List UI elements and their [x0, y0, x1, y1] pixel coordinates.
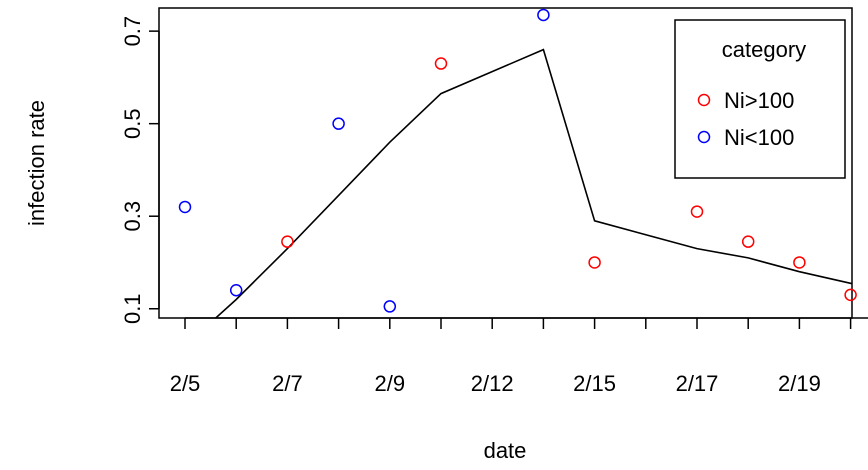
- point-ni-lt-100: [332, 117, 345, 130]
- point-ni-gt-100: [741, 235, 755, 248]
- y-tick-label: 0.7: [120, 16, 145, 47]
- point-ni-lt-100: [537, 8, 550, 22]
- point-ni-gt-100: [690, 205, 704, 218]
- x-tick-label: 2/7: [272, 371, 303, 396]
- legend: category Ni>100 Ni<100: [674, 19, 846, 179]
- legend-label-ni-lt-100: Ni<100: [724, 125, 794, 150]
- point-ni-lt-100: [383, 300, 397, 313]
- x-tick-label: 2/9: [375, 371, 406, 396]
- x-tick-label: 2/5: [170, 371, 201, 396]
- y-axis: 0.1 0.3 0.5 0.7: [120, 16, 160, 324]
- x-tick-label: 2/17: [676, 371, 719, 396]
- x-axis: 2/5 2/7 2/9 2/12 2/15 2/17 2/19: [170, 317, 868, 396]
- point-ni-gt-100: [588, 256, 601, 269]
- legend-label-ni-gt-100: Ni>100: [724, 88, 794, 113]
- y-tick-label: 0.1: [120, 293, 145, 324]
- point-ni-lt-100: [229, 283, 243, 297]
- fit-line-layer: [214, 48, 852, 318]
- legend-marker-ni-lt-100: [697, 130, 711, 144]
- x-tick-label: 2/12: [471, 371, 514, 396]
- fit-line: [214, 48, 852, 318]
- point-ni-gt-100: [793, 256, 806, 269]
- y-axis-title: infection rate: [24, 100, 49, 226]
- x-axis-title: date: [484, 438, 527, 463]
- legend-marker-ni-gt-100: [697, 93, 711, 107]
- x-tick-label: 2/19: [778, 371, 821, 396]
- y-tick-label: 0.3: [120, 201, 145, 232]
- legend-title: category: [722, 37, 806, 62]
- point-ni-gt-100: [844, 288, 857, 302]
- x-tick-label: 2/15: [573, 371, 616, 396]
- points-layer: [178, 8, 857, 313]
- point-ni-gt-100: [434, 57, 448, 70]
- legend-box: [674, 19, 846, 179]
- point-ni-gt-100: [281, 235, 294, 248]
- y-tick-label: 0.5: [120, 108, 145, 139]
- point-ni-lt-100: [178, 200, 192, 214]
